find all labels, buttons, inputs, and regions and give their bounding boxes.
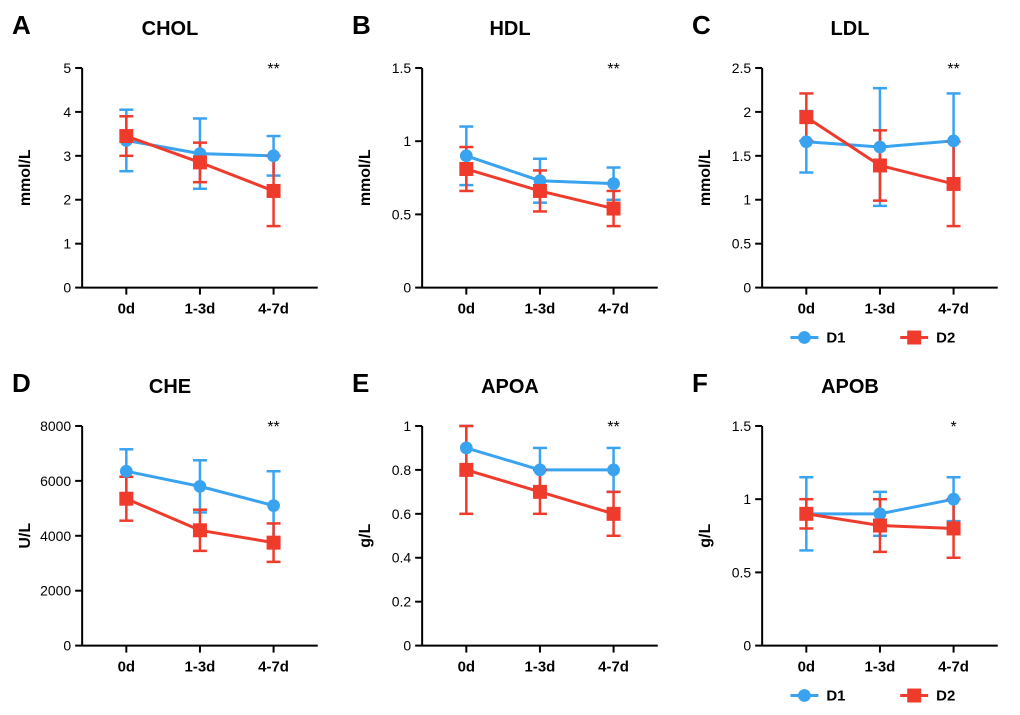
svg-text:*: *: [950, 418, 956, 435]
svg-text:D2: D2: [936, 687, 955, 704]
panel-a: ACHOL0123450d1-3d4-7dmmol/L**: [10, 10, 330, 348]
svg-text:**: **: [947, 61, 959, 78]
svg-text:g/L: g/L: [357, 523, 374, 547]
svg-text:g/L: g/L: [697, 523, 714, 547]
chart-svg: 0 0.2 0.4 0.6 0.8 1 0d 1-3d 4-7d g/L **: [350, 406, 670, 706]
svg-text:4-7d: 4-7d: [938, 301, 969, 318]
panel-e: EAPOA00.20.40.60.810d1-3d4-7dg/L**: [350, 368, 670, 706]
svg-text:4-7d: 4-7d: [258, 658, 289, 675]
svg-text:4-7d: 4-7d: [598, 658, 629, 675]
svg-text:1-3d: 1-3d: [865, 658, 896, 675]
svg-text:1.5: 1.5: [392, 60, 412, 76]
svg-text:0: 0: [403, 637, 411, 653]
svg-text:4-7d: 4-7d: [598, 301, 629, 318]
svg-text:mmol/L: mmol/L: [17, 149, 34, 206]
svg-text:1-3d: 1-3d: [525, 658, 556, 675]
svg-text:0.5: 0.5: [732, 236, 752, 252]
panel-title: APOA: [350, 376, 670, 399]
chart-svg: 0 0.5 1 1.5 0d 1-3d 4-7d mmol/L **: [350, 48, 670, 348]
svg-text:4000: 4000: [40, 527, 71, 543]
svg-text:0.6: 0.6: [392, 505, 412, 521]
svg-text:D1: D1: [826, 330, 845, 347]
svg-text:0: 0: [743, 280, 751, 296]
svg-text:0d: 0d: [458, 658, 475, 675]
svg-text:6000: 6000: [40, 472, 71, 488]
svg-text:1-3d: 1-3d: [525, 301, 556, 318]
svg-text:0: 0: [743, 637, 751, 653]
svg-text:0: 0: [403, 280, 411, 296]
svg-text:2: 2: [743, 104, 751, 120]
svg-text:1: 1: [63, 236, 71, 252]
svg-text:0d: 0d: [798, 301, 815, 318]
chart-svg: 0 0.5 1 1.5 2 2.5 0d 1-3d 4-7d mmol/L ** D1 D2: [690, 48, 1010, 348]
svg-text:0d: 0d: [798, 658, 815, 675]
svg-text:mmol/L: mmol/L: [357, 149, 374, 206]
svg-text:2: 2: [63, 192, 71, 208]
svg-text:1: 1: [403, 417, 411, 433]
panel-title: CHOL: [10, 18, 330, 41]
svg-text:1-3d: 1-3d: [865, 301, 896, 318]
panel-d: DCHE020004000600080000d1-3d4-7dU/L**: [10, 368, 330, 706]
svg-text:0.8: 0.8: [392, 461, 412, 477]
svg-text:0: 0: [63, 280, 71, 296]
svg-text:0d: 0d: [118, 658, 135, 675]
panel-title: LDL: [690, 18, 1010, 41]
svg-text:0: 0: [63, 637, 71, 653]
svg-text:0d: 0d: [118, 301, 135, 318]
plot-area: 0 0.5 1 1.5 2 2.5 0d 1-3d 4-7d mmol/L ** D1 D2: [690, 48, 1010, 348]
panel-title: APOB: [690, 376, 1010, 399]
svg-text:5: 5: [63, 60, 71, 76]
plot-area: 0 0.5 1 1.5 0d 1-3d 4-7d g/L * D1 D2: [690, 406, 1010, 706]
panel-b: BHDL00.511.50d1-3d4-7dmmol/L**: [350, 10, 670, 348]
plot-area: 0 0.2 0.4 0.6 0.8 1 0d 1-3d 4-7d g/L **: [350, 406, 670, 706]
panel-title: CHE: [10, 376, 330, 399]
svg-text:**: **: [267, 418, 279, 435]
svg-text:D2: D2: [936, 330, 955, 347]
svg-text:1: 1: [403, 133, 411, 149]
chart-svg: 0 2000 4000 6000 8000 0d 1-3d 4-7d U/L **: [10, 406, 330, 706]
svg-text:**: **: [607, 61, 619, 78]
figure-grid: ACHOL0123450d1-3d4-7dmmol/L**BHDL00.511.…: [0, 0, 1020, 715]
plot-area: 0 2000 4000 6000 8000 0d 1-3d 4-7d U/L **: [10, 406, 330, 706]
chart-svg: 0 1 2 3 4 5 0d 1-3d 4-7d mmol/L **: [10, 48, 330, 348]
panel-c: CLDL00.511.522.50d1-3d4-7dmmol/L**D1D2: [690, 10, 1010, 348]
svg-text:2.5: 2.5: [732, 60, 752, 76]
svg-text:0.4: 0.4: [392, 549, 412, 565]
svg-text:4: 4: [63, 104, 71, 120]
svg-text:4-7d: 4-7d: [258, 301, 289, 318]
svg-text:8000: 8000: [40, 417, 71, 433]
svg-text:1: 1: [743, 491, 751, 507]
svg-text:0.2: 0.2: [392, 593, 412, 609]
svg-text:mmol/L: mmol/L: [697, 149, 714, 206]
svg-text:3: 3: [63, 148, 71, 164]
svg-text:0.5: 0.5: [392, 206, 412, 222]
svg-text:1.5: 1.5: [732, 417, 752, 433]
svg-text:4-7d: 4-7d: [938, 658, 969, 675]
svg-text:1-3d: 1-3d: [185, 658, 216, 675]
svg-text:1: 1: [743, 192, 751, 208]
svg-text:1.5: 1.5: [732, 148, 752, 164]
panel-f: FAPOB00.511.50d1-3d4-7dg/L*D1D2: [690, 368, 1010, 706]
svg-text:D1: D1: [826, 687, 845, 704]
svg-text:U/L: U/L: [17, 522, 34, 548]
svg-text:**: **: [607, 418, 619, 435]
panel-title: HDL: [350, 18, 670, 41]
svg-text:0.5: 0.5: [732, 564, 752, 580]
svg-text:**: **: [267, 61, 279, 78]
svg-text:0d: 0d: [458, 301, 475, 318]
svg-text:1-3d: 1-3d: [185, 301, 216, 318]
plot-area: 0 0.5 1 1.5 0d 1-3d 4-7d mmol/L **: [350, 48, 670, 348]
chart-svg: 0 0.5 1 1.5 0d 1-3d 4-7d g/L * D1 D2: [690, 406, 1010, 706]
svg-text:2000: 2000: [40, 582, 71, 598]
plot-area: 0 1 2 3 4 5 0d 1-3d 4-7d mmol/L **: [10, 48, 330, 348]
